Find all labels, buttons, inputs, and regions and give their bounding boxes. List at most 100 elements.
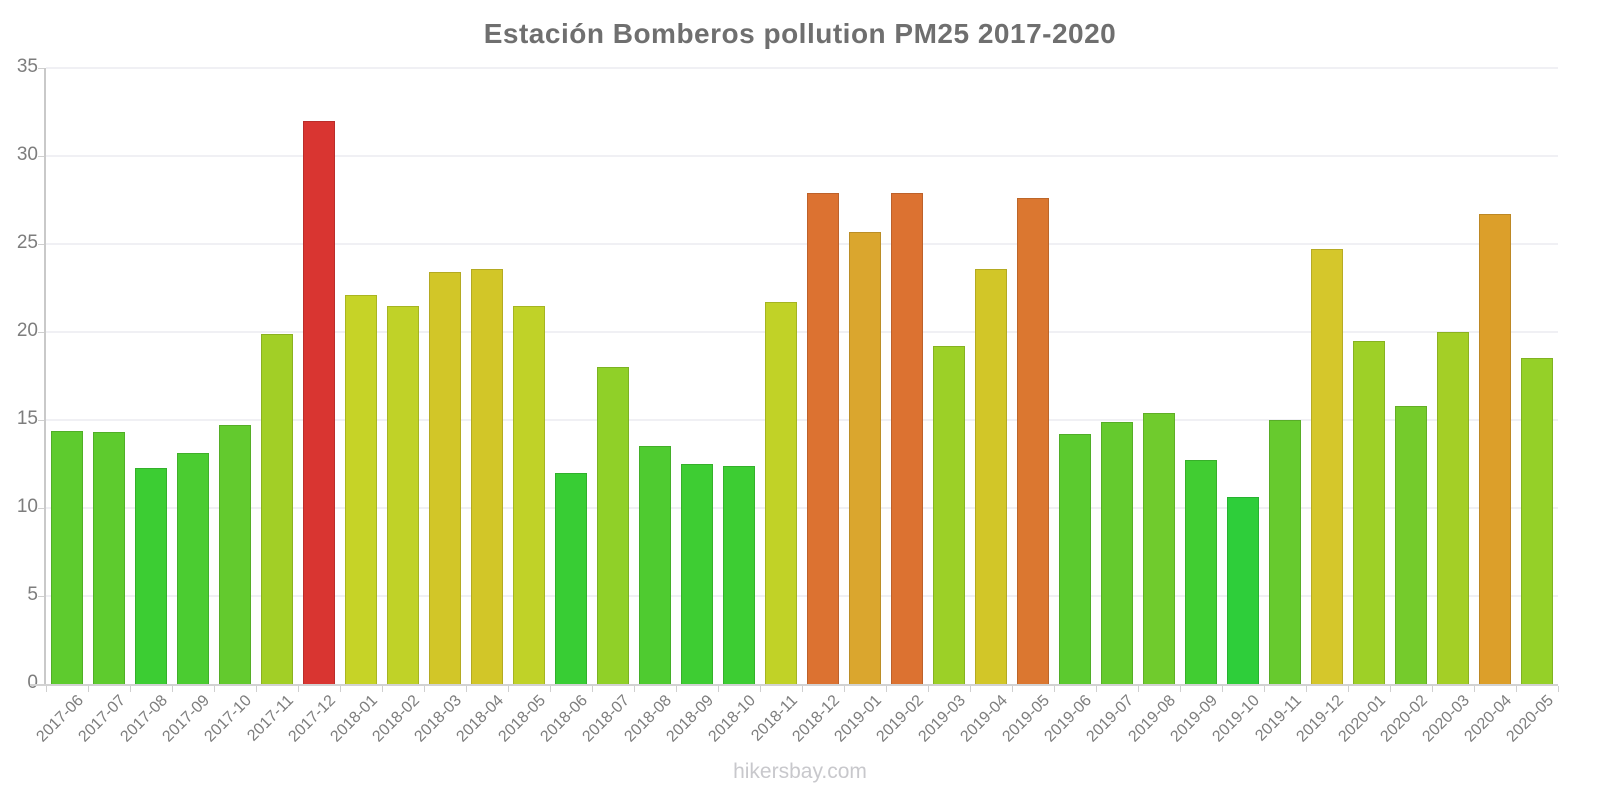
x-tick-mark xyxy=(1054,686,1055,692)
x-tick-mark xyxy=(46,686,47,692)
x-tick-mark xyxy=(1474,686,1475,692)
y-axis-tick-label: 5 xyxy=(27,584,38,605)
bar[interactable] xyxy=(1437,332,1469,684)
gridline xyxy=(46,331,1558,333)
y-axis-tick-label: 30 xyxy=(16,144,38,165)
chart-title: Estación Bomberos pollution PM25 2017-20… xyxy=(483,18,1117,49)
x-tick-mark xyxy=(424,686,425,692)
bar[interactable] xyxy=(93,432,125,684)
bar[interactable] xyxy=(975,268,1007,684)
gridline xyxy=(46,67,1558,69)
x-tick-mark xyxy=(466,686,467,692)
x-tick-mark xyxy=(676,686,677,692)
x-tick-mark xyxy=(1012,686,1013,692)
bar[interactable] xyxy=(1395,405,1427,684)
bar[interactable] xyxy=(261,333,293,684)
gridline xyxy=(46,155,1558,157)
bar[interactable] xyxy=(1353,340,1385,684)
bar[interactable] xyxy=(597,367,629,684)
x-tick-mark xyxy=(760,686,761,692)
x-tick-mark xyxy=(1264,686,1265,692)
y-tick-mark xyxy=(38,508,45,509)
bar[interactable] xyxy=(933,346,965,684)
bar[interactable] xyxy=(765,302,797,684)
bar[interactable] xyxy=(1185,460,1217,684)
x-tick-mark xyxy=(1222,686,1223,692)
x-tick-mark xyxy=(592,686,593,692)
gridline xyxy=(46,507,1558,509)
bar[interactable] xyxy=(1101,421,1133,684)
x-axis-line xyxy=(30,684,1558,686)
y-axis-tick-label: 0 xyxy=(27,672,38,693)
x-tick-mark xyxy=(1138,686,1139,692)
x-tick-mark xyxy=(1096,686,1097,692)
bar[interactable] xyxy=(681,464,713,684)
x-tick-mark xyxy=(214,686,215,692)
y-tick-mark xyxy=(38,156,45,157)
y-axis-line xyxy=(44,68,46,686)
x-tick-mark xyxy=(340,686,341,692)
x-tick-mark xyxy=(1306,686,1307,692)
bar[interactable] xyxy=(723,465,755,684)
bar[interactable] xyxy=(1311,249,1343,684)
bar[interactable] xyxy=(849,231,881,684)
bar[interactable] xyxy=(513,305,545,684)
x-tick-mark xyxy=(1558,686,1559,692)
x-tick-mark xyxy=(1516,686,1517,692)
bar[interactable] xyxy=(1269,420,1301,684)
x-tick-mark xyxy=(1180,686,1181,692)
y-axis-tick-label: 35 xyxy=(16,56,38,77)
x-tick-mark xyxy=(1432,686,1433,692)
gridline xyxy=(46,243,1558,245)
y-tick-mark xyxy=(38,420,45,421)
x-tick-mark xyxy=(970,686,971,692)
bar[interactable] xyxy=(1479,214,1511,684)
bar[interactable] xyxy=(219,425,251,684)
bar[interactable] xyxy=(639,446,671,684)
bar[interactable] xyxy=(345,295,377,684)
x-tick-mark xyxy=(130,686,131,692)
bar[interactable] xyxy=(51,430,83,684)
bar[interactable] xyxy=(891,192,923,684)
x-tick-mark xyxy=(1348,686,1349,692)
bar[interactable] xyxy=(555,472,587,684)
x-tick-mark xyxy=(382,686,383,692)
x-tick-mark xyxy=(928,686,929,692)
y-tick-mark xyxy=(38,244,45,245)
x-tick-mark xyxy=(802,686,803,692)
bar[interactable] xyxy=(429,272,461,684)
x-tick-mark xyxy=(718,686,719,692)
x-tick-mark xyxy=(1390,686,1391,692)
x-tick-mark xyxy=(298,686,299,692)
y-axis-tick-label: 10 xyxy=(16,496,38,517)
y-tick-mark xyxy=(38,596,45,597)
x-tick-mark xyxy=(88,686,89,692)
bar[interactable] xyxy=(1059,434,1091,684)
gridline xyxy=(46,419,1558,421)
x-tick-mark xyxy=(172,686,173,692)
y-axis-tick-label: 15 xyxy=(16,408,38,429)
bar[interactable] xyxy=(1143,412,1175,684)
x-tick-mark xyxy=(550,686,551,692)
bar[interactable] xyxy=(177,453,209,684)
x-tick-mark xyxy=(844,686,845,692)
x-tick-mark xyxy=(256,686,257,692)
bar[interactable] xyxy=(807,192,839,684)
bar[interactable] xyxy=(1521,358,1553,684)
y-tick-mark xyxy=(38,68,45,69)
y-axis-tick-label: 25 xyxy=(16,232,38,253)
bar[interactable] xyxy=(387,305,419,684)
bar[interactable] xyxy=(303,120,335,684)
x-tick-mark xyxy=(886,686,887,692)
bar[interactable] xyxy=(1017,198,1049,684)
footer-site-link[interactable]: hikersbay.com xyxy=(733,760,867,783)
x-tick-mark xyxy=(634,686,635,692)
y-tick-mark xyxy=(38,332,45,333)
bar[interactable] xyxy=(471,268,503,684)
bar[interactable] xyxy=(1227,497,1259,684)
gridline xyxy=(46,595,1558,597)
x-tick-mark xyxy=(508,686,509,692)
bar[interactable] xyxy=(135,467,167,684)
y-axis-tick-label: 20 xyxy=(16,320,38,341)
